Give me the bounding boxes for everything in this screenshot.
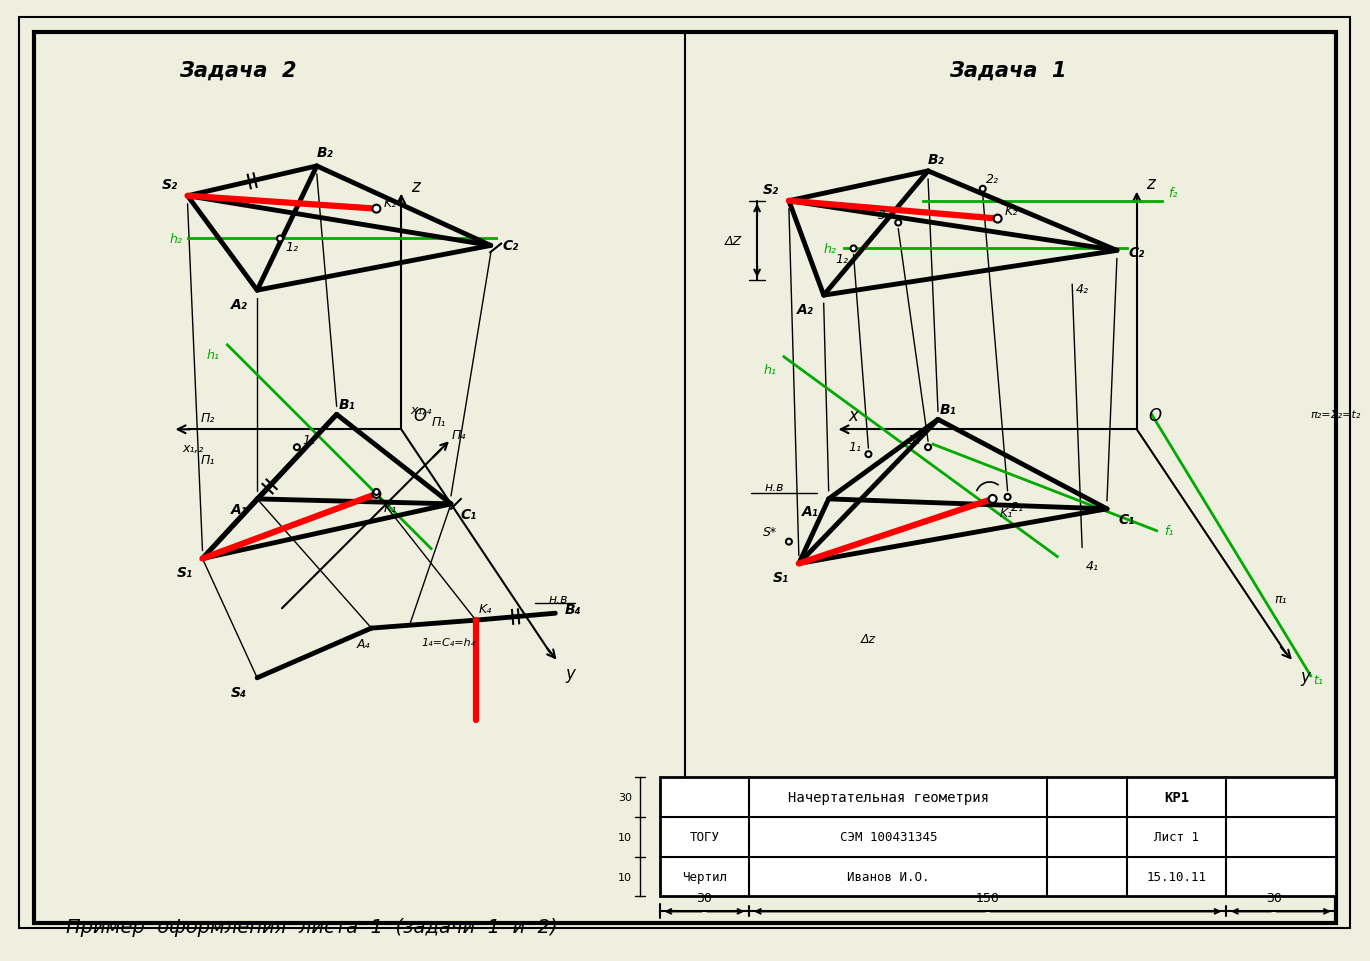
- Text: A₂: A₂: [230, 298, 248, 311]
- Text: π₁: π₁: [1274, 592, 1288, 605]
- Text: Чертил: Чертил: [682, 870, 727, 883]
- Text: 30: 30: [618, 792, 632, 802]
- Circle shape: [851, 246, 856, 252]
- Text: C₁: C₁: [1119, 512, 1134, 527]
- Text: 3₂: 3₂: [878, 209, 891, 222]
- Text: 4₁: 4₁: [1085, 559, 1099, 573]
- Text: B₄: B₄: [564, 603, 582, 617]
- Text: K₁: K₁: [1000, 506, 1014, 520]
- Text: н.в: н.в: [548, 592, 569, 605]
- Text: Лист 1: Лист 1: [1154, 830, 1199, 844]
- Text: B₂: B₂: [316, 146, 333, 160]
- Text: П₂: П₂: [200, 411, 215, 425]
- Text: A₁: A₁: [803, 505, 819, 518]
- Text: 10: 10: [618, 872, 632, 881]
- Text: K₂: K₂: [1006, 205, 1018, 218]
- Text: 3₁: 3₁: [908, 433, 921, 446]
- Text: y: y: [1302, 667, 1311, 685]
- Text: 1₂: 1₂: [285, 240, 299, 254]
- Text: B₁: B₁: [940, 403, 956, 417]
- Text: Задача  2: Задача 2: [178, 61, 296, 81]
- Text: Пример  оформления  листа  1  (задачи  1  и  2): Пример оформления листа 1 (задачи 1 и 2): [66, 917, 558, 936]
- Text: B₁: B₁: [338, 398, 355, 412]
- Circle shape: [993, 215, 1001, 223]
- Text: K₁: K₁: [384, 502, 397, 515]
- Circle shape: [980, 186, 985, 192]
- Text: Иванов И.О.: Иванов И.О.: [847, 870, 930, 883]
- Text: ТОГУ: ТОГУ: [689, 830, 719, 844]
- Circle shape: [373, 490, 381, 499]
- Text: П₁: П₁: [432, 415, 447, 429]
- Text: Задача  1: Задача 1: [949, 61, 1066, 81]
- Text: x₁,₂: x₁,₂: [182, 441, 203, 455]
- Text: A₄: A₄: [356, 637, 370, 650]
- Text: 30: 30: [1266, 891, 1282, 904]
- Text: S₁: S₁: [773, 571, 789, 585]
- Bar: [660, 777, 1336, 897]
- Text: π₂=Σ₂=t₂: π₂=Σ₂=t₂: [1311, 410, 1362, 420]
- Text: z: z: [411, 178, 419, 196]
- Text: t₁: t₁: [1312, 674, 1322, 686]
- Text: h₁: h₁: [207, 349, 219, 362]
- Text: 10: 10: [618, 832, 632, 842]
- Text: 150: 150: [975, 891, 1000, 904]
- Text: П₁: П₁: [200, 454, 215, 466]
- Text: П₄: П₄: [452, 429, 466, 441]
- Circle shape: [925, 445, 932, 451]
- Circle shape: [374, 489, 379, 495]
- Text: K₂: K₂: [384, 197, 397, 209]
- Text: y: y: [566, 664, 575, 682]
- Text: 30: 30: [696, 891, 712, 904]
- Text: 4₂: 4₂: [1075, 283, 1089, 295]
- Circle shape: [373, 206, 381, 213]
- Text: ΔZ: ΔZ: [725, 234, 743, 248]
- Circle shape: [866, 452, 871, 457]
- Text: S₁: S₁: [177, 566, 193, 579]
- Text: S₂: S₂: [763, 183, 780, 197]
- Text: Δz: Δz: [860, 632, 875, 645]
- Text: B₂: B₂: [927, 153, 944, 167]
- Text: h₂: h₂: [823, 243, 837, 256]
- Text: z: z: [1147, 175, 1155, 192]
- Text: x: x: [848, 407, 859, 425]
- Text: f₁: f₁: [1164, 525, 1174, 537]
- Text: 1₁: 1₁: [848, 440, 860, 454]
- Text: КР1: КР1: [1164, 790, 1189, 804]
- Text: C₁: C₁: [460, 507, 477, 521]
- Circle shape: [277, 236, 284, 242]
- Text: A₂: A₂: [797, 303, 814, 317]
- Circle shape: [1004, 494, 1011, 501]
- Circle shape: [895, 220, 901, 226]
- Text: C₂: C₂: [1129, 246, 1145, 260]
- Text: 1₄=C₄=h₄: 1₄=C₄=h₄: [421, 637, 475, 648]
- Text: O: O: [1148, 407, 1162, 425]
- Text: S₄: S₄: [232, 685, 248, 699]
- Text: C₂: C₂: [503, 239, 519, 253]
- Text: O: O: [414, 407, 426, 425]
- Text: h₂: h₂: [170, 233, 182, 246]
- Circle shape: [295, 445, 300, 451]
- Text: S*: S*: [763, 526, 777, 538]
- Text: K₄: K₄: [479, 603, 492, 615]
- Text: 2₁: 2₁: [1011, 501, 1023, 514]
- Text: н.в: н.в: [764, 480, 784, 494]
- Text: Начертательная геометрия: Начертательная геометрия: [788, 790, 989, 804]
- Text: A₁: A₁: [230, 503, 248, 516]
- Text: S₂: S₂: [162, 178, 178, 191]
- Circle shape: [786, 539, 792, 545]
- Text: h₁: h₁: [763, 364, 775, 377]
- Text: 1₁: 1₁: [303, 433, 315, 446]
- Circle shape: [989, 495, 996, 504]
- Text: x₁,₄: x₁,₄: [411, 404, 432, 416]
- Text: 1₂: 1₂: [836, 253, 848, 265]
- Text: 15.10.11: 15.10.11: [1147, 870, 1207, 883]
- Text: 2₂: 2₂: [986, 173, 999, 186]
- Text: СЭМ 100431345: СЭМ 100431345: [840, 830, 937, 844]
- Text: f₂: f₂: [1169, 187, 1178, 200]
